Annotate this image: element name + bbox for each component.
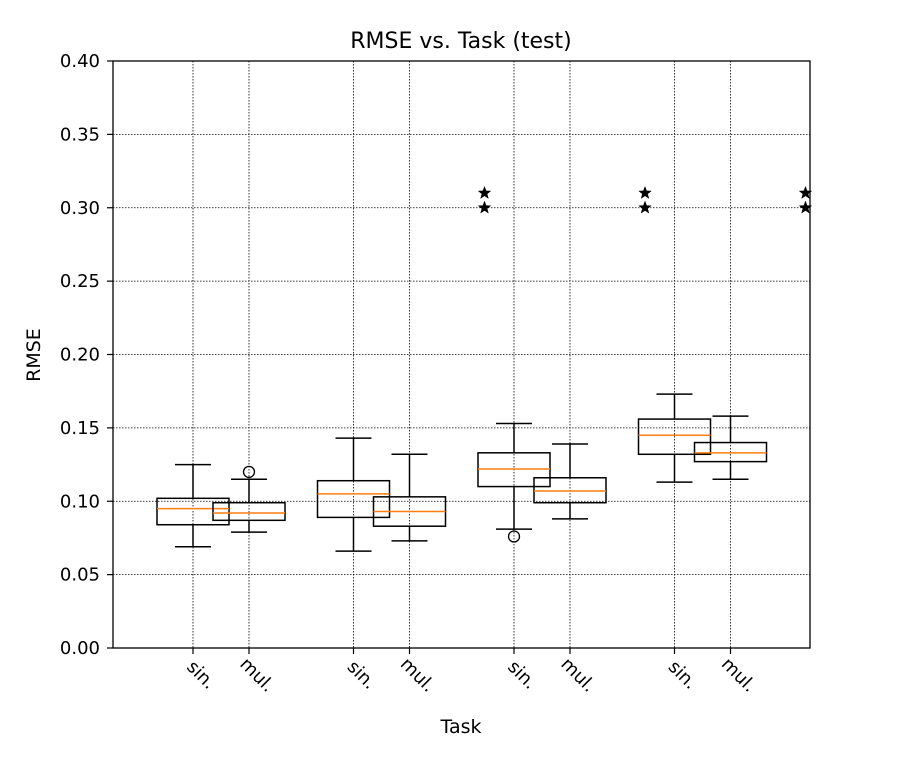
chart-title: RMSE vs. Task (test): [350, 29, 571, 54]
y-tick-label: 0.05: [60, 565, 100, 586]
x-tick-label: sin.: [503, 657, 540, 694]
star-marker: [477, 200, 492, 214]
grid: [113, 61, 810, 648]
y-tick-label: 0.15: [60, 418, 100, 439]
outlier-point: [507, 530, 521, 543]
y-tick-label: 0.35: [60, 124, 100, 145]
y-tick-label: 0.40: [60, 51, 100, 72]
x-tick-label: sin.: [664, 657, 701, 694]
y-tick-label: 0.00: [60, 638, 100, 659]
star-marker: [638, 200, 652, 214]
box-iqr: [316, 479, 391, 519]
star-marker: [638, 185, 652, 199]
box-iqr: [637, 418, 712, 456]
x-tick-label: mul.: [717, 654, 760, 697]
x-tick-label: mul.: [235, 654, 278, 697]
y-tick-label: 0.10: [60, 491, 100, 512]
x-axis: sin. mul. sin. mul. sin. mul. sin. mul.: [182, 648, 760, 697]
box-iqr: [156, 497, 230, 526]
y-tick-label: 0.30: [60, 198, 100, 219]
x-tick-label: sin.: [343, 657, 380, 694]
box-iqr: [212, 501, 286, 522]
y-axis: 0.00 0.05 0.10 0.15 0.20 0.25 0.30 0.35 0.40: [60, 51, 113, 659]
plot-frame: [112, 60, 811, 649]
outlier-point: [242, 465, 256, 479]
y-tick-label: 0.20: [60, 345, 100, 366]
x-tick-label: sin.: [182, 657, 219, 694]
x-axis-title: Task: [439, 716, 481, 738]
boxes: [156, 185, 813, 552]
star-marker: [477, 185, 492, 199]
y-tick-label: 0.25: [60, 271, 100, 292]
x-tick-label: mul.: [396, 654, 439, 697]
y-axis-title: RMSE: [23, 328, 45, 382]
x-tick-label: mul.: [556, 654, 599, 697]
